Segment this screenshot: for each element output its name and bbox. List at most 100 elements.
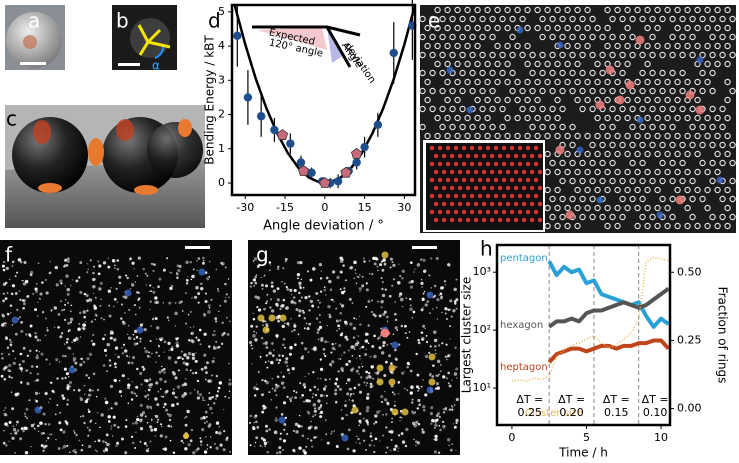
panel-g-image (248, 240, 460, 455)
speckle (377, 300, 380, 303)
speckle (357, 437, 360, 441)
speckle (281, 354, 285, 358)
speckle (254, 441, 257, 444)
speckle (139, 440, 142, 443)
speckle (10, 391, 13, 393)
speckle (187, 351, 192, 356)
speckle (397, 447, 400, 449)
speckle (110, 364, 112, 366)
speckle (75, 337, 77, 339)
speckle (390, 343, 392, 345)
speckle (390, 439, 393, 442)
speckle (337, 324, 341, 328)
speckle (73, 432, 76, 434)
speckle (189, 326, 192, 329)
speckle (44, 391, 48, 396)
speckle (159, 388, 162, 390)
particle (465, 201, 471, 207)
speckle (372, 256, 376, 260)
particle (724, 78, 731, 86)
speckle (259, 355, 262, 358)
particle (484, 132, 491, 140)
particle (477, 145, 483, 151)
particle (509, 209, 515, 215)
speckle (437, 451, 441, 454)
speckle (38, 392, 41, 395)
particle (684, 42, 691, 50)
speckle (197, 338, 201, 342)
particle (654, 42, 661, 50)
speckle (325, 394, 329, 397)
speckle (20, 427, 24, 431)
speckle (47, 401, 50, 404)
particle (501, 145, 507, 151)
speckle (196, 447, 200, 451)
speckle (367, 342, 370, 345)
speckle (294, 396, 297, 399)
particle (684, 186, 691, 194)
speckle (57, 313, 61, 316)
speckle (315, 317, 319, 320)
particle (669, 51, 676, 59)
particle (433, 217, 439, 223)
speckle (376, 377, 379, 380)
particle (461, 177, 467, 183)
speckle (422, 324, 426, 328)
defect (401, 408, 409, 416)
particle (509, 193, 515, 199)
speckle (205, 371, 208, 374)
particle (464, 114, 471, 122)
particle (534, 60, 541, 68)
speckle (220, 261, 223, 265)
speckle (161, 368, 164, 372)
speckle (1, 357, 4, 360)
speckle (452, 309, 456, 313)
speckle (380, 260, 384, 263)
speckle (404, 444, 408, 448)
particle (559, 177, 566, 185)
speckle (307, 437, 309, 440)
speckle (455, 421, 458, 424)
particle (449, 153, 455, 159)
speckle (443, 280, 447, 283)
particle (521, 201, 527, 207)
speckle (164, 408, 169, 412)
speckle (327, 313, 329, 316)
speckle (339, 259, 344, 263)
speckle (25, 369, 28, 372)
particle (584, 204, 591, 212)
particle (694, 24, 701, 32)
speckle (275, 334, 279, 338)
particle (444, 6, 451, 14)
particle (699, 141, 706, 149)
speckle (449, 299, 453, 303)
particle (714, 6, 721, 14)
speckle (208, 379, 213, 383)
particle (497, 153, 503, 159)
speckle (347, 428, 351, 432)
particle (539, 123, 546, 131)
speckle (47, 423, 51, 426)
particle (544, 114, 551, 122)
speckle (447, 263, 451, 267)
panel-label: h (480, 237, 493, 261)
speckle (25, 407, 29, 411)
particle (453, 145, 459, 151)
speckle (25, 333, 28, 336)
speckle (264, 340, 268, 345)
speckle (209, 446, 212, 449)
panel-label: a (28, 9, 40, 33)
speckle (63, 318, 67, 322)
speckle (357, 366, 361, 369)
speckle (423, 269, 427, 273)
particle (649, 213, 656, 221)
speckle (106, 342, 111, 347)
speckle (408, 331, 411, 333)
particle (517, 209, 523, 215)
speckle (313, 436, 316, 439)
speckle (379, 334, 382, 337)
particle (534, 114, 541, 122)
particle (485, 177, 491, 183)
speckle (202, 259, 205, 262)
speckle (171, 403, 175, 408)
